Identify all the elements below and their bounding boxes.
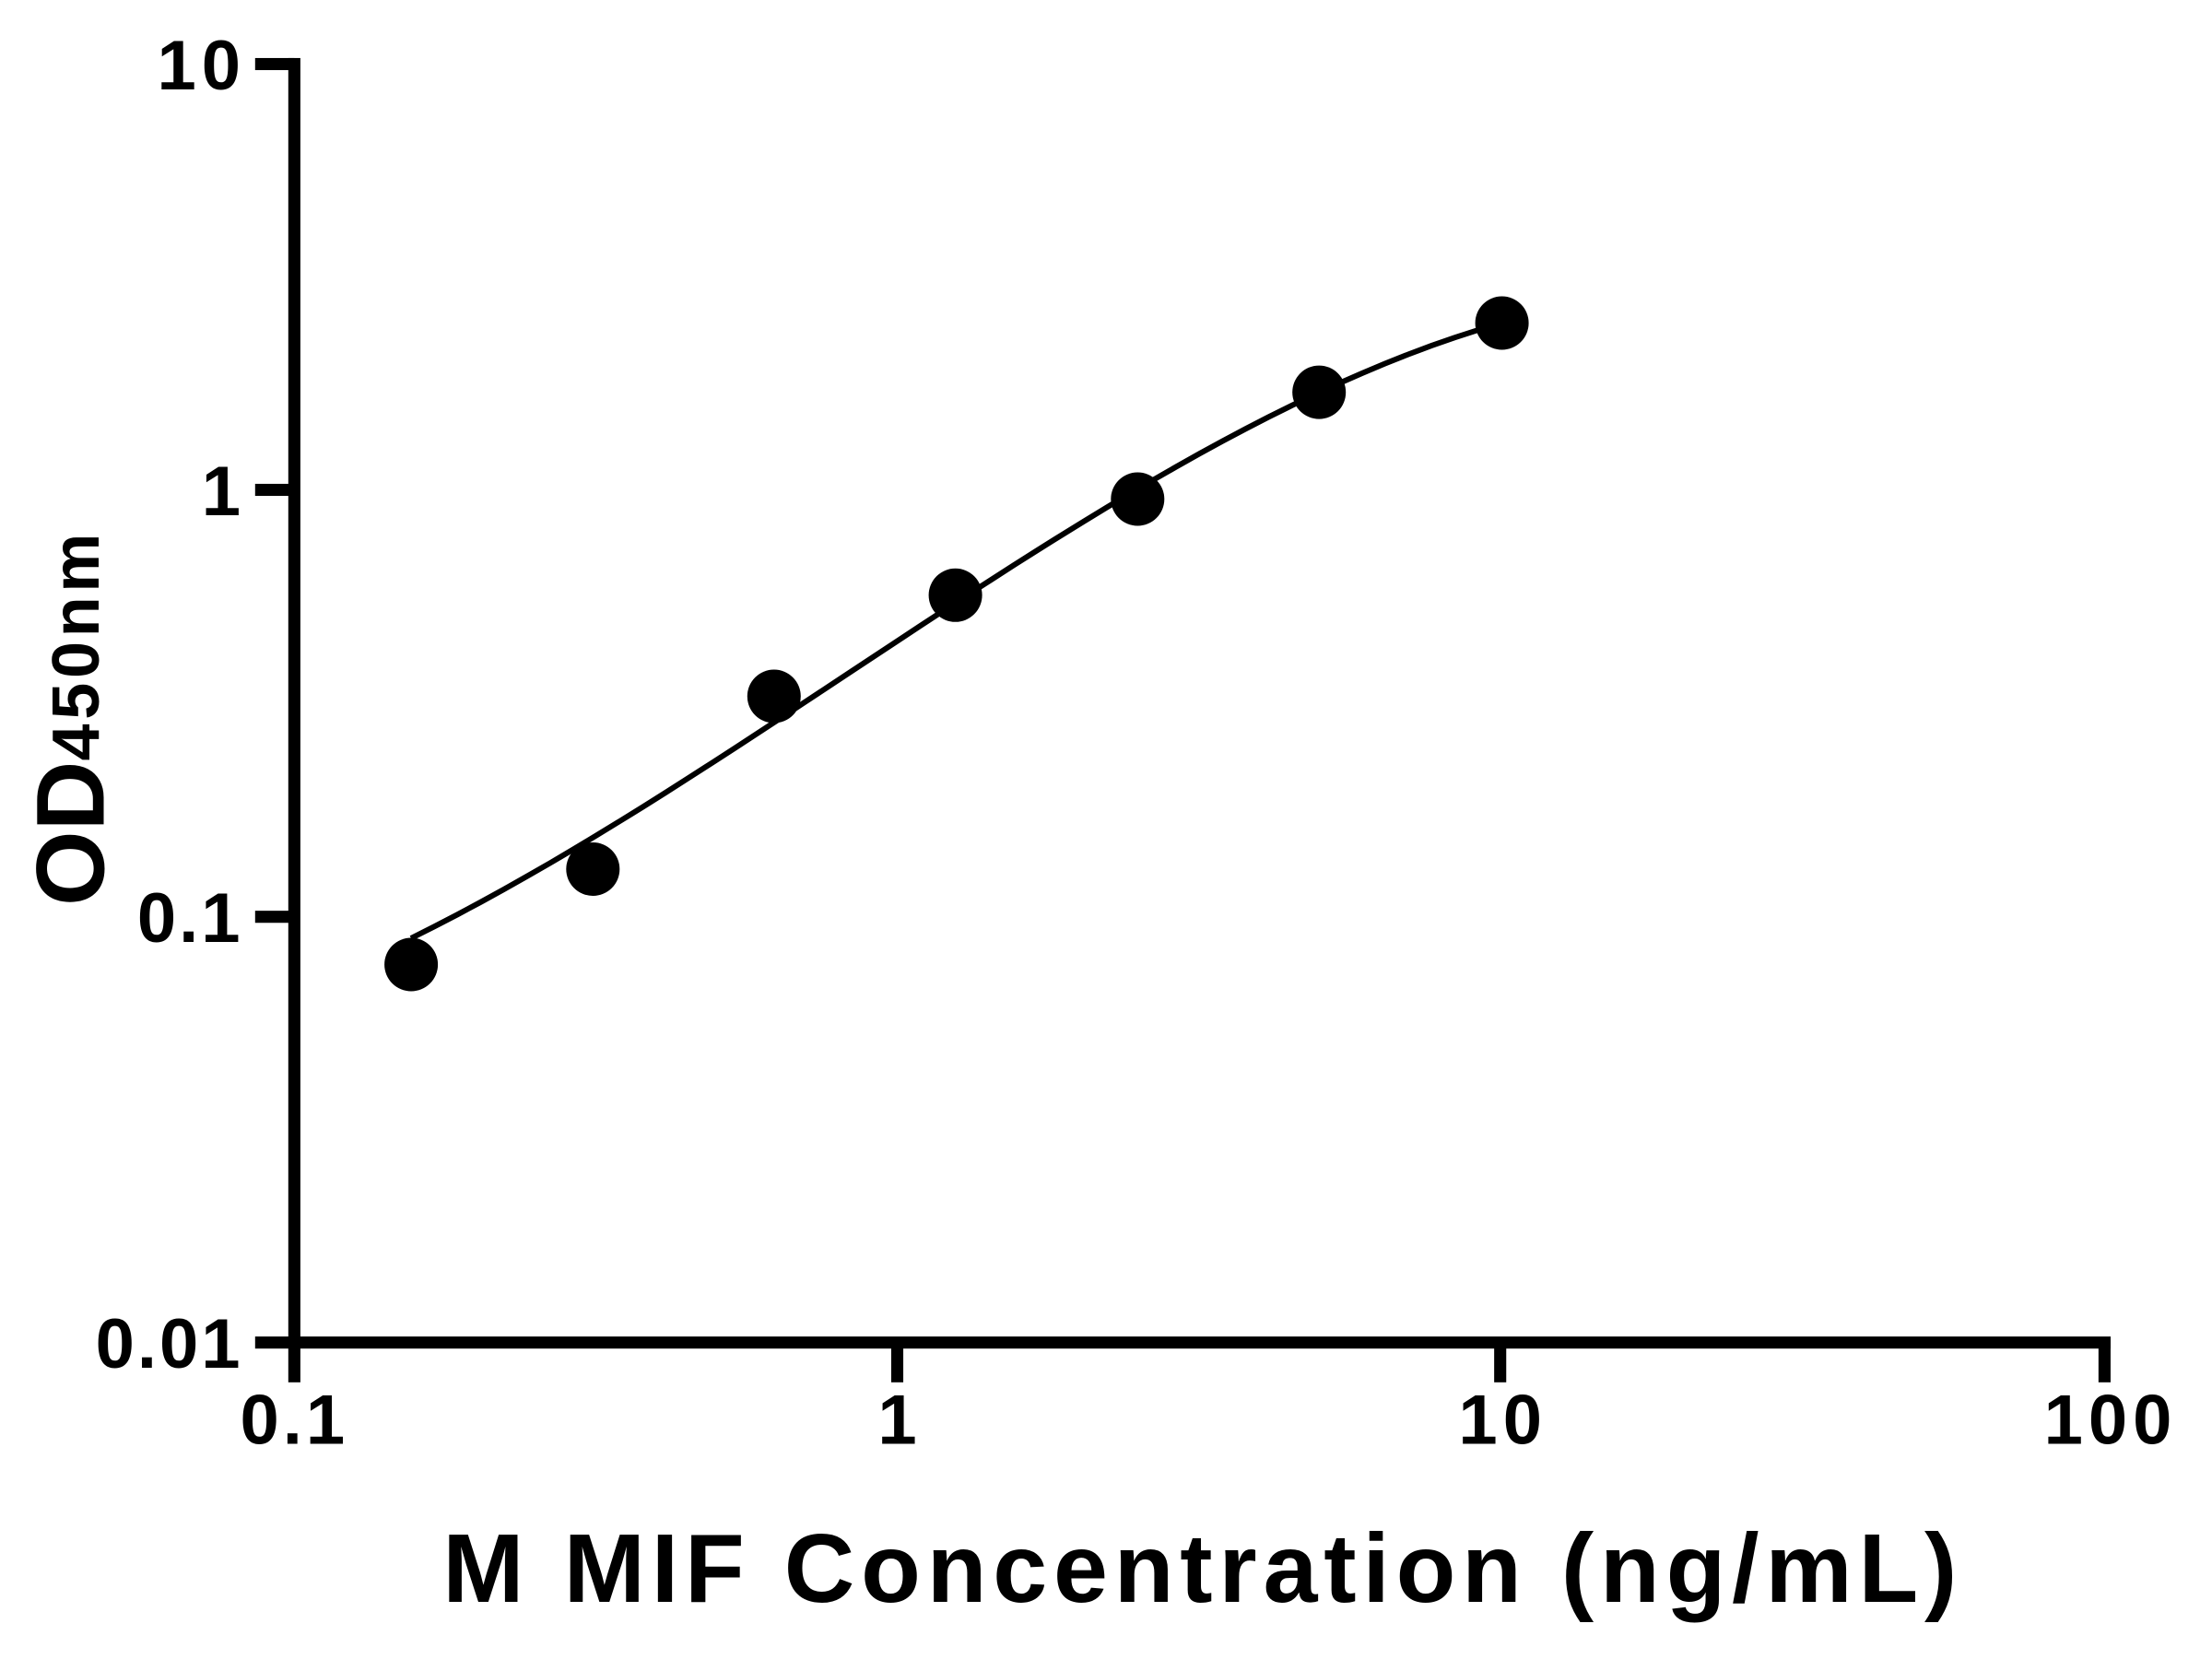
svg-text:100: 100: [2044, 1382, 2178, 1460]
svg-text:10: 10: [157, 27, 246, 105]
svg-text:0.1: 0.1: [137, 879, 243, 958]
svg-text:0.1: 0.1: [240, 1382, 348, 1460]
svg-text:10: 10: [1458, 1382, 1547, 1460]
svg-text:0.01: 0.01: [96, 1305, 243, 1383]
svg-text:1: 1: [877, 1382, 916, 1460]
svg-text:1: 1: [202, 453, 241, 531]
svg-text:M MIF Concentration (ng/mL): M MIF Concentration (ng/mL): [442, 1514, 1957, 1623]
